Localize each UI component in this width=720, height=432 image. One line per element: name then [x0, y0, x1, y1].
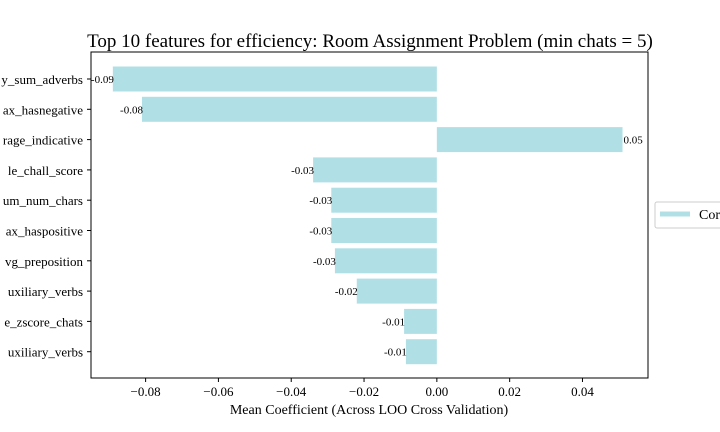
x-tick-label: −0.02 — [349, 384, 379, 399]
chart-title: Top 10 features for efficiency: Room Ass… — [87, 31, 653, 52]
data-label: 0.05 — [624, 135, 644, 147]
category-label: uxiliary_verbs — [8, 345, 83, 360]
x-axis-label: Mean Coefficient (Across LOO Cross Valid… — [230, 403, 509, 418]
data-label: -0.01 — [384, 347, 407, 359]
bar — [405, 339, 437, 365]
plot-area — [90, 51, 649, 379]
data-label: -0.03 — [291, 165, 314, 177]
bar — [404, 308, 437, 334]
data-label: -0.03 — [309, 195, 332, 207]
category-label: um_num_chars — [3, 193, 83, 208]
data-label: -0.02 — [335, 286, 358, 298]
bar — [331, 187, 437, 213]
category-label: y_sum_adverbs — [1, 72, 83, 87]
category-label: rage_indicative — [3, 133, 83, 148]
x-tick-label: 0.02 — [498, 384, 521, 399]
data-label: -0.01 — [382, 316, 405, 328]
legend-entry: Cor — [699, 208, 720, 223]
category-label: vg_preposition — [5, 254, 83, 269]
category-label: e_zscore_chats — [4, 314, 83, 329]
category-label: ax_hasnegative — [3, 102, 83, 117]
x-tick-label: 0.00 — [425, 384, 448, 399]
legend: Cor — [654, 201, 720, 229]
data-label: -0.03 — [309, 226, 332, 238]
x-tick-label: −0.06 — [203, 384, 234, 399]
x-tick-label: −0.04 — [276, 384, 307, 399]
data-label: -0.09 — [91, 74, 114, 86]
data-label: -0.08 — [120, 104, 143, 116]
bar — [356, 278, 437, 304]
category-label: uxiliary_verbs — [8, 284, 83, 299]
category-label: le_chall_score — [8, 163, 83, 178]
bar — [112, 66, 437, 92]
x-tick-label: 0.04 — [571, 384, 594, 399]
bar — [331, 218, 437, 243]
bar — [436, 127, 623, 153]
bar — [141, 96, 437, 122]
x-tick-label: −0.08 — [131, 384, 161, 399]
bar — [313, 157, 437, 183]
data-label: -0.03 — [313, 256, 336, 268]
bar — [334, 248, 437, 274]
category-label: ax_haspositive — [6, 224, 83, 239]
